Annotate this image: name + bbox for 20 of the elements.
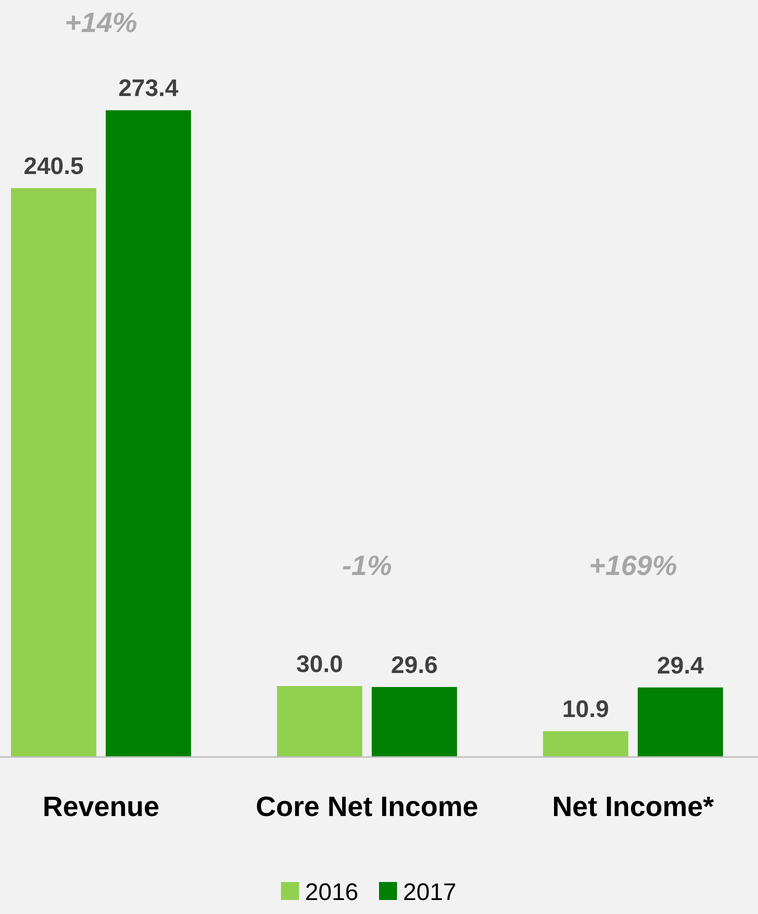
bar [277, 686, 362, 757]
x-tick-label: Net Income* [552, 791, 714, 822]
bar [11, 188, 96, 757]
data-label: 29.6 [391, 652, 438, 679]
bar [638, 687, 723, 757]
data-label: 273.4 [118, 75, 180, 102]
data-label: 30.0 [296, 651, 343, 678]
bar [106, 110, 191, 757]
x-tick-label: Core Net Income [256, 791, 478, 822]
x-tick-label: Revenue [42, 791, 160, 822]
annotation: +14% [64, 7, 138, 38]
bar [372, 686, 457, 757]
legend-label: 2017 [403, 879, 456, 906]
data-label: 29.4 [657, 652, 704, 680]
bar [543, 731, 628, 757]
legend-label: 2016 [305, 879, 358, 906]
annotation: +169% [589, 550, 678, 581]
annotation: -1% [342, 550, 392, 581]
data-label: 240.5 [24, 153, 84, 180]
data-label: 10.9 [562, 696, 609, 724]
